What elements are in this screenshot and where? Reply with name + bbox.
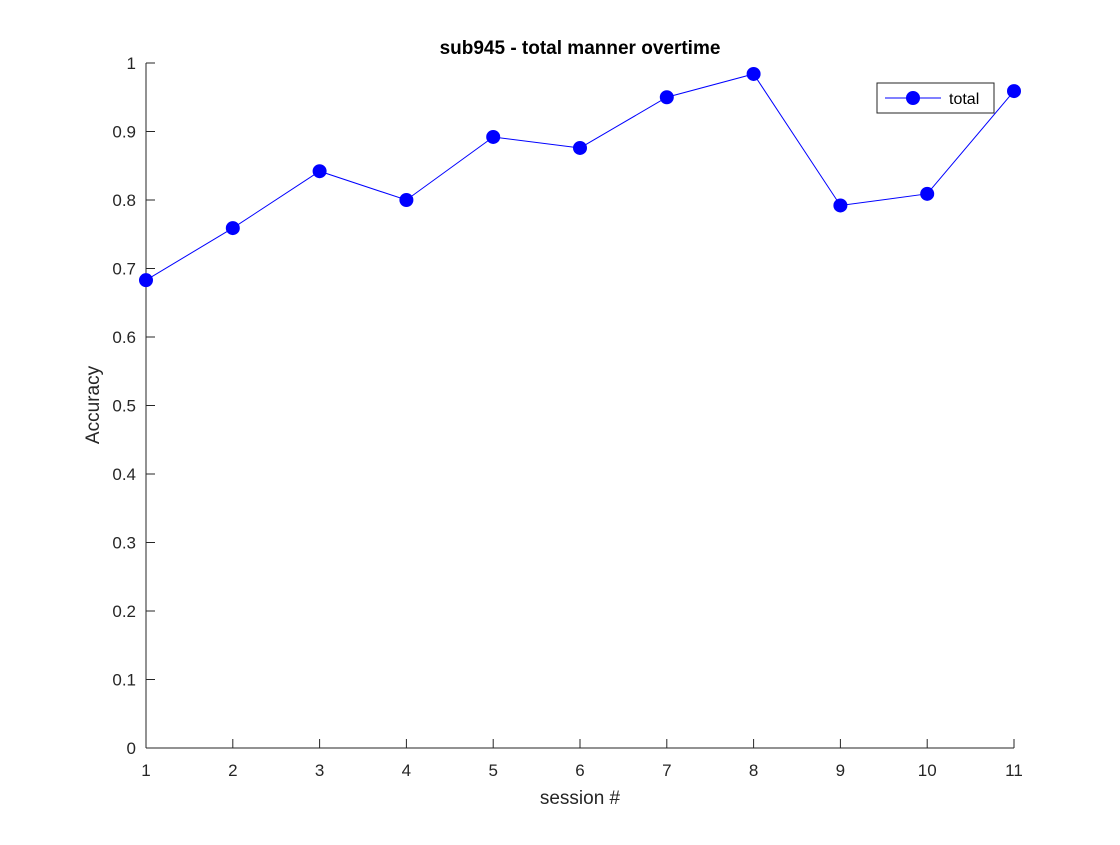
y-tick-label: 0.3 <box>112 534 136 553</box>
axes <box>145 63 1014 749</box>
data-point <box>486 129 501 144</box>
series <box>139 66 1021 288</box>
y-tick-label: 0.1 <box>112 671 136 690</box>
x-tick-label: 6 <box>575 761 584 780</box>
data-point <box>1007 84 1021 99</box>
y-axis-label: Accuracy <box>83 365 104 444</box>
legend: total <box>876 82 995 114</box>
data-point <box>659 90 674 105</box>
x-tick-label: 1 <box>141 761 150 780</box>
y-tick-label: 0.6 <box>112 328 136 347</box>
x-tick-label: 7 <box>662 761 671 780</box>
x-tick-label: 11 <box>1005 761 1023 780</box>
y-tick-label: 0.9 <box>112 123 136 142</box>
legend-label-total: total <box>949 91 979 108</box>
ticks: 1 2 3 4 5 6 7 8 9 10 11 0 0.1 0.2 0.3 0.4 0.5 0.6 0.7 0.8 0.… <box>112 54 1022 780</box>
chart-title: sub945 - total manner overtime <box>440 38 721 59</box>
data-point <box>746 66 761 81</box>
data-point <box>920 186 935 201</box>
x-axis-label: session # <box>540 788 621 809</box>
x-tick-label: 2 <box>228 761 237 780</box>
x-tick-label: 9 <box>836 761 845 780</box>
data-point <box>833 198 848 213</box>
x-tick-label: 3 <box>315 761 324 780</box>
data-point <box>312 164 327 179</box>
data-point <box>139 273 153 288</box>
y-tick-label: 0 <box>127 739 136 758</box>
x-tick-label: 5 <box>488 761 497 780</box>
y-tick-label: 0.5 <box>112 397 136 416</box>
x-tick-label: 4 <box>402 761 411 780</box>
y-tick-label: 1 <box>127 54 136 73</box>
data-point <box>399 193 414 207</box>
y-tick-label: 0.7 <box>112 260 136 279</box>
x-tick-label: 8 <box>749 761 758 780</box>
y-tick-label: 0.8 <box>112 191 136 210</box>
y-tick-label: 0.4 <box>112 465 136 484</box>
data-point <box>225 221 240 236</box>
x-tick-label: 10 <box>918 761 937 780</box>
data-point <box>573 140 587 155</box>
y-tick-label: 0.2 <box>112 602 136 621</box>
legend-marker <box>906 91 920 105</box>
